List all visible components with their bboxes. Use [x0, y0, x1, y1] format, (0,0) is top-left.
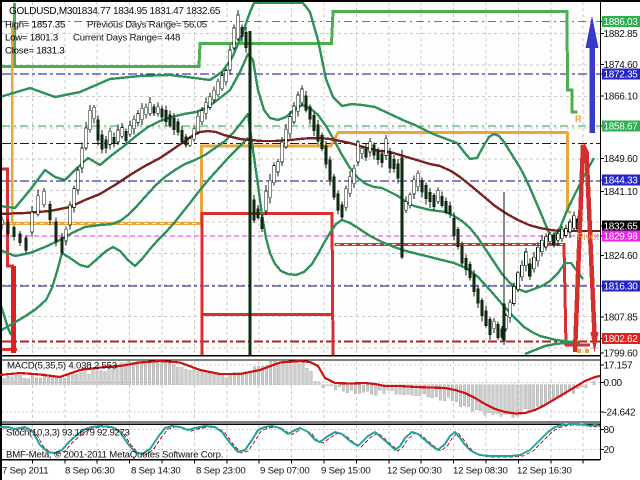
svg-text:1834.77 1834.95 1831.47 1832.6: 1834.77 1834.95 1831.47 1832.65 [77, 6, 221, 17]
svg-text:1872.35: 1872.35 [604, 70, 639, 81]
svg-text:8 Sep 23:00: 8 Sep 23:00 [196, 466, 246, 477]
svg-text:Previous Days Range= 56.05: Previous Days Range= 56.05 [87, 19, 207, 30]
svg-text:1841.10: 1841.10 [604, 187, 639, 198]
svg-text:1799.60: 1799.60 [604, 349, 639, 360]
svg-text:12 Sep 16:30: 12 Sep 16:30 [517, 466, 572, 477]
svg-text:20: 20 [604, 445, 615, 456]
svg-text:Stoch(10,3,3) 93.1679 92.9273: Stoch(10,3,3) 93.1679 92.9273 [6, 427, 130, 438]
svg-text:9 Sep 07:00: 9 Sep 07:00 [260, 466, 310, 477]
svg-text:Low= 1801.3: Low= 1801.3 [5, 32, 58, 43]
svg-text:1882.85: 1882.85 [604, 29, 639, 40]
svg-text:1849.60: 1849.60 [604, 154, 639, 165]
svg-text:Pivot: Pivot [577, 232, 599, 243]
svg-text:1829.98: 1829.98 [604, 232, 639, 243]
svg-text:1832.65: 1832.65 [604, 222, 639, 233]
svg-text:7 Sep 2011: 7 Sep 2011 [2, 466, 48, 477]
svg-text:R: R [575, 114, 582, 124]
svg-text:80: 80 [604, 425, 615, 436]
svg-text:8 Sep 06:30: 8 Sep 06:30 [65, 466, 115, 477]
svg-text:1816.30: 1816.30 [604, 282, 639, 293]
svg-text:Current Days Range= 448: Current Days Range= 448 [73, 32, 180, 43]
svg-text:1866.10: 1866.10 [604, 92, 639, 103]
svg-text:12 Sep 00:30: 12 Sep 00:30 [387, 466, 442, 477]
svg-text:Close= 1831.3: Close= 1831.3 [5, 46, 65, 57]
svg-text:-24.642: -24.642 [604, 408, 637, 419]
svg-text:1844.33: 1844.33 [604, 176, 639, 187]
svg-text:1858.67: 1858.67 [604, 122, 639, 133]
svg-text:8 Sep 14:30: 8 Sep 14:30 [131, 466, 181, 477]
svg-text:MACD(5,35,5) 4.038 2.553: MACD(5,35,5) 4.038 2.553 [7, 360, 117, 371]
svg-text:1874.60: 1874.60 [604, 60, 639, 71]
svg-text:High= 1857.35: High= 1857.35 [5, 19, 65, 30]
svg-text:BMF-Meta, © 2001-2011 MetaQuot: BMF-Meta, © 2001-2011 MetaQuotes Softwar… [6, 449, 223, 460]
svg-text:12 Sep 08:30: 12 Sep 08:30 [453, 466, 508, 477]
svg-text:1886.03: 1886.03 [604, 17, 639, 28]
svg-text:1807.85: 1807.85 [604, 313, 639, 324]
svg-text:GOLDUSD,M30: GOLDUSD,M30 [9, 6, 78, 17]
svg-text:1824.60: 1824.60 [604, 251, 639, 262]
svg-text:9 Sep 15:00: 9 Sep 15:00 [321, 466, 371, 477]
svg-text:0.00: 0.00 [604, 378, 623, 389]
svg-text:1802.62: 1802.62 [604, 334, 639, 345]
svg-text:17.157: 17.157 [604, 361, 634, 372]
